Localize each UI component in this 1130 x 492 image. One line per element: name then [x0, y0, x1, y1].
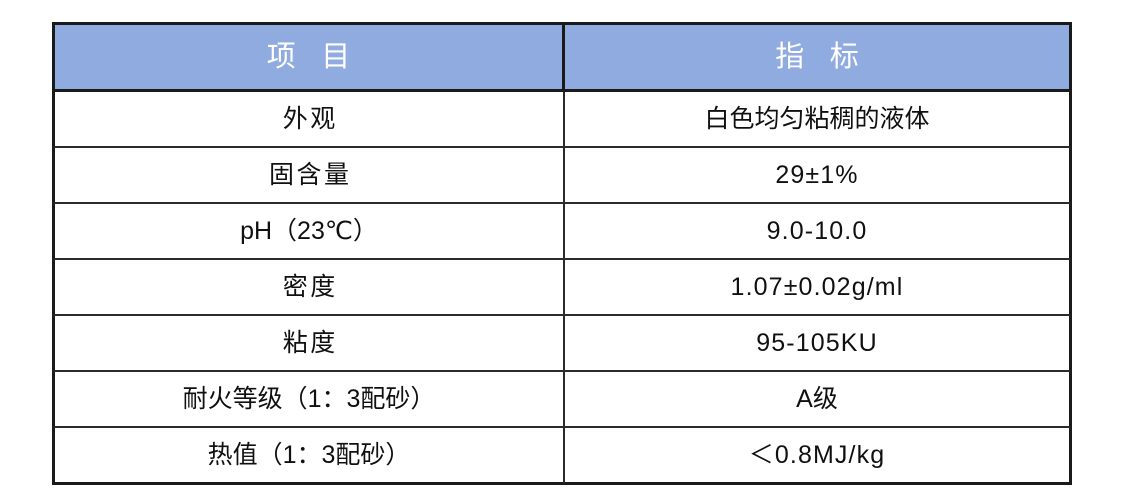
cell-item: 外观 — [52, 92, 564, 148]
cell-index: 1.07±0.02g/ml — [564, 260, 1072, 316]
table-row: 外观 白色均匀粘稠的液体 — [52, 92, 1072, 148]
cell-index: A级 — [564, 372, 1072, 428]
cell-item: pH（23℃） — [52, 204, 564, 260]
column-header-index: 指 标 — [564, 22, 1072, 92]
cell-item-text: 粘度 — [282, 329, 338, 357]
table-header-row: 项 目 指 标 — [52, 22, 1072, 92]
table-body: 外观 白色均匀粘稠的液体 固含量 29±1% pH（23 — [52, 92, 1072, 485]
column-header-item: 项 目 — [52, 22, 564, 92]
cell-item-text: pH（23℃） — [240, 217, 378, 245]
column-header-item-label: 项 目 — [266, 41, 359, 73]
cell-item: 热值（1：3配砂） — [52, 428, 564, 485]
cell-index: ＜0.8MJ/kg — [564, 428, 1072, 485]
cell-item-text: 外观 — [282, 105, 338, 133]
cell-index: 白色均匀粘稠的液体 — [564, 92, 1072, 148]
table-row: 密度 1.07±0.02g/ml — [52, 260, 1072, 316]
table-row: 固含量 29±1% — [52, 148, 1072, 204]
specification-table: 项 目 指 标 外观 白色均匀粘稠的液体 — [52, 22, 1072, 485]
cell-index-text: 9.0-10.0 — [766, 217, 868, 245]
cell-item: 粘度 — [52, 316, 564, 372]
cell-index-text: 1.07±0.02g/ml — [730, 273, 904, 301]
cell-index: 95-105KU — [564, 316, 1072, 372]
cell-index-text: 白色均匀粘稠的液体 — [704, 105, 930, 133]
cell-item: 密度 — [52, 260, 564, 316]
table-row: 耐火等级（1：3配砂） A级 — [52, 372, 1072, 428]
column-header-index-label: 指 标 — [775, 41, 868, 73]
cell-index-text: A级 — [796, 385, 838, 413]
table-row: pH（23℃） 9.0-10.0 — [52, 204, 1072, 260]
table-row: 粘度 95-105KU — [52, 316, 1072, 372]
cell-item: 固含量 — [52, 148, 564, 204]
cell-item-text: 热值（1：3配砂） — [207, 441, 411, 469]
cell-item-text: 密度 — [282, 273, 338, 301]
cell-item-text: 固含量 — [268, 161, 352, 189]
cell-index-text: 29±1% — [775, 161, 859, 189]
specification-table-container: 项 目 指 标 外观 白色均匀粘稠的液体 — [52, 22, 1072, 485]
cell-item: 耐火等级（1：3配砂） — [52, 372, 564, 428]
cell-index-text: ＜0.8MJ/kg — [748, 441, 886, 469]
table-row: 热值（1：3配砂） ＜0.8MJ/kg — [52, 428, 1072, 485]
cell-item-text: 耐火等级（1：3配砂） — [182, 385, 436, 413]
cell-index: 29±1% — [564, 148, 1072, 204]
table-header: 项 目 指 标 — [52, 22, 1072, 92]
cell-index-text: 95-105KU — [756, 329, 878, 357]
cell-index: 9.0-10.0 — [564, 204, 1072, 260]
